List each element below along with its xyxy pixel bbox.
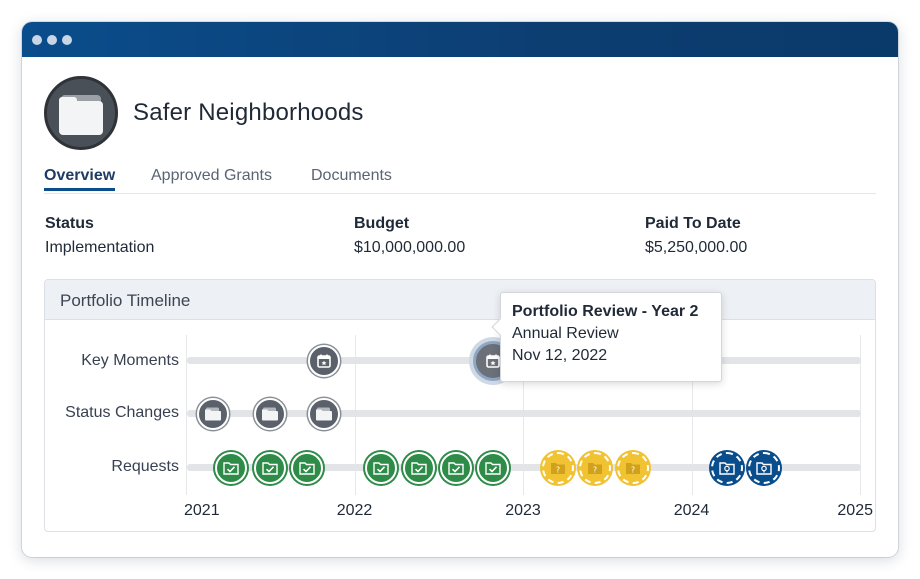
svg-text:?: ? [593, 465, 597, 474]
status-label: Status [45, 215, 94, 232]
tab-bar: Overview Approved Grants Documents [44, 167, 876, 194]
tab-approved-grants[interactable]: Approved Grants [151, 167, 272, 184]
request-marker[interactable] [476, 451, 509, 484]
portfolio-timeline-panel: Portfolio Timeline Key Moments Status Ch… [44, 279, 876, 532]
request-marker[interactable] [710, 451, 743, 484]
window-dot-1[interactable] [32, 35, 42, 45]
paid-to-date-field: Paid To Date $5,250,000.00 [645, 215, 747, 257]
year-label: 2022 [336, 502, 373, 519]
status-change-marker[interactable] [308, 397, 341, 430]
tab-documents[interactable]: Documents [311, 167, 392, 184]
request-marker[interactable]: ? [579, 451, 612, 484]
status-change-marker[interactable] [196, 397, 229, 430]
track-status-changes [187, 410, 861, 417]
row-label-status-changes: Status Changes [65, 404, 179, 421]
key-moment-marker[interactable] [308, 344, 341, 377]
budget-value: $10,000,000.00 [354, 239, 466, 256]
svg-text:?: ? [630, 465, 634, 474]
tooltip-title: Portfolio Review - Year 2 [512, 303, 699, 320]
page-title: Safer Neighborhoods [133, 99, 364, 126]
status-change-marker[interactable] [254, 397, 287, 430]
row-label-requests: Requests [111, 458, 179, 475]
panel-title: Portfolio Timeline [45, 280, 875, 320]
status-field: Status Implementation [45, 215, 154, 257]
year-gridline [186, 335, 187, 495]
key-moment-tooltip: Portfolio Review - Year 2 Annual Review … [491, 292, 722, 382]
portfolio-avatar [44, 76, 118, 150]
year-label: 2023 [505, 502, 541, 519]
status-value: Implementation [45, 239, 155, 256]
request-marker[interactable] [439, 451, 472, 484]
request-marker[interactable] [402, 451, 435, 484]
title-bar [22, 22, 898, 57]
request-marker[interactable]: ? [616, 451, 649, 484]
request-marker[interactable] [215, 451, 248, 484]
track-requests [187, 464, 861, 471]
request-marker[interactable] [291, 451, 324, 484]
tooltip-type: Annual Review [512, 325, 619, 342]
window-dot-3[interactable] [62, 35, 72, 45]
budget-label: Budget [354, 215, 410, 232]
paid-to-date-value: $5,250,000.00 [645, 239, 748, 256]
request-marker[interactable] [747, 451, 780, 484]
window-dot-2[interactable] [47, 35, 57, 45]
tab-overview[interactable]: Overview [44, 167, 116, 191]
budget-field: Budget $10,000,000.00 [354, 215, 465, 257]
request-marker[interactable]: ? [542, 451, 575, 484]
row-label-key-moments: Key Moments [81, 352, 179, 369]
year-label: 2025 [837, 502, 873, 519]
paid-to-date-label: Paid To Date [645, 215, 741, 232]
year-label: 2021 [184, 502, 220, 519]
year-label: 2024 [673, 502, 710, 519]
timeline-chart: Key Moments Status Changes Requests 2021… [45, 320, 875, 531]
app-window: Safer Neighborhoods Overview Approved Gr… [22, 22, 898, 557]
request-marker[interactable] [254, 451, 287, 484]
svg-text:?: ? [556, 465, 560, 474]
tooltip-date: Nov 12, 2022 [512, 347, 608, 364]
request-marker[interactable] [365, 451, 398, 484]
